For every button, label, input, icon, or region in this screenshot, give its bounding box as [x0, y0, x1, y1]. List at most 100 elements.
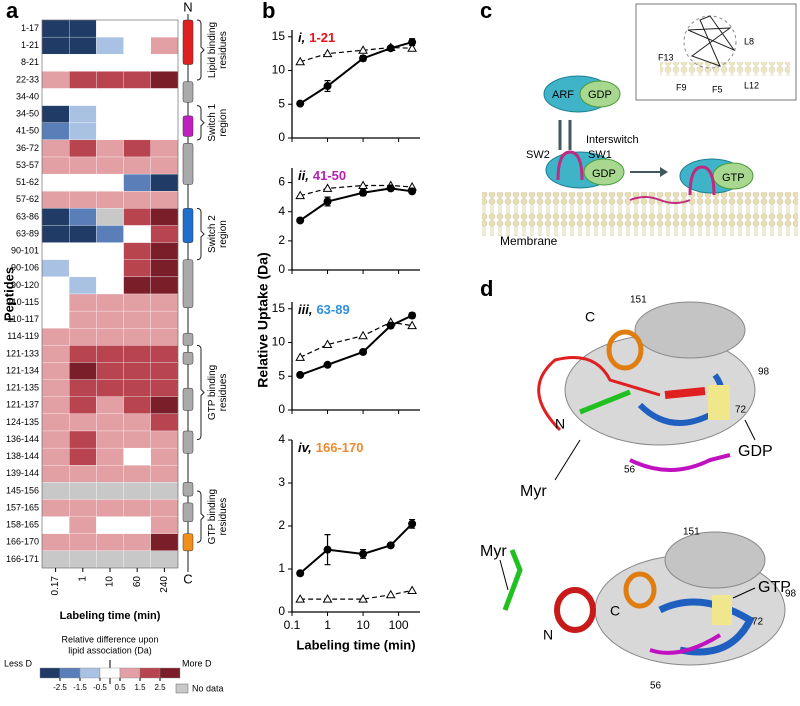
heat-cell — [123, 173, 151, 192]
heat-cell — [69, 516, 97, 534]
y-tick-label: 2 — [278, 518, 285, 532]
y-tick-label: 0 — [278, 402, 285, 416]
heat-cell — [96, 362, 124, 380]
data-point — [408, 519, 417, 528]
chart-peptide: 63-89 — [316, 302, 349, 317]
row-label: 110-117 — [7, 314, 39, 324]
heat-cell — [96, 259, 124, 278]
x-tick-label: 0.1 — [284, 618, 301, 632]
terminus: C — [585, 309, 595, 325]
heat-cell — [41, 310, 70, 329]
heat-cell — [150, 71, 179, 89]
data-point — [358, 594, 368, 603]
heat-cell — [69, 173, 97, 192]
row-label: 57-62 — [16, 194, 39, 204]
x-tick-label: 0.17 — [50, 576, 61, 596]
heat-cell — [69, 293, 97, 312]
structure-element — [182, 81, 194, 103]
legend-swatch — [119, 667, 141, 679]
heat-cell — [69, 413, 97, 432]
data-point — [358, 180, 368, 189]
heat-cell — [96, 139, 124, 158]
heat-cell — [41, 225, 70, 243]
residue-number: 56 — [624, 465, 636, 476]
row-label: 110-115 — [7, 297, 39, 307]
heat-cell — [69, 550, 97, 569]
legend-tick-label: 2.5 — [154, 683, 166, 692]
heat-cell — [69, 482, 97, 500]
helix — [629, 196, 691, 204]
heat-cell — [69, 71, 97, 89]
inset-box — [635, 3, 797, 101]
heat-cell — [69, 225, 97, 243]
data-point — [359, 347, 368, 356]
data-point — [295, 352, 306, 361]
heat-cell — [69, 430, 97, 449]
myr-chain — [579, 389, 631, 415]
x-tick-label: 1 — [324, 618, 331, 632]
heat-cell — [69, 276, 97, 295]
row-label: 90-120 — [11, 280, 39, 290]
heat-cell — [69, 88, 97, 106]
switch1 — [649, 633, 722, 655]
heat-cell — [96, 310, 124, 329]
chart-peptide: 166-170 — [316, 440, 364, 455]
data-point — [407, 585, 417, 594]
heat-cell — [96, 396, 124, 415]
annotation-line: region — [218, 109, 229, 137]
panel-label: a — [6, 0, 19, 23]
switch1 — [629, 453, 731, 472]
y-tick-label: 3 — [278, 475, 285, 489]
axis — [291, 302, 420, 411]
heat-cell — [41, 259, 70, 278]
legend-swatch — [99, 667, 121, 679]
heat-cell — [96, 54, 124, 72]
sw2-label: SW2 — [526, 149, 550, 161]
heat-cell — [150, 413, 179, 432]
data-point — [359, 54, 368, 63]
heat-cell — [41, 379, 70, 397]
heat-cell — [96, 36, 124, 55]
residue-number: 98 — [758, 367, 770, 378]
series-line — [299, 321, 413, 358]
heat-cell — [150, 396, 179, 415]
heat-cell — [150, 293, 179, 312]
chart-peptide: 41-50 — [313, 168, 346, 183]
chart-numeral: ii, — [298, 168, 309, 183]
data-point — [386, 541, 395, 550]
diagram-c — [482, 3, 798, 236]
arrowhead — [660, 167, 668, 177]
inset-membrane — [660, 62, 790, 76]
y-tick-label: 0 — [278, 130, 285, 144]
heat-cell — [69, 54, 97, 72]
heat-cell — [41, 191, 70, 209]
data-point — [295, 190, 306, 200]
annotation-line: Switch 1 — [207, 103, 218, 141]
row-label: 8-21 — [21, 57, 39, 67]
heat-cell — [123, 293, 151, 312]
heat-cell — [96, 499, 124, 517]
heat-cell — [150, 362, 179, 380]
chart-title: iv, 166-170 — [298, 440, 363, 455]
arf-label: ARF — [552, 89, 574, 101]
c-terminus: C — [183, 571, 192, 586]
heat-cell — [123, 139, 151, 158]
heat-cell — [150, 516, 179, 534]
heat-cell — [69, 396, 97, 415]
row-label: 90-101 — [11, 246, 39, 256]
helix-orange — [623, 571, 657, 609]
region-annotation: Switch 2region — [207, 215, 229, 253]
y-tick-label: 10 — [272, 335, 286, 349]
y-tick-label: 0 — [278, 262, 285, 276]
row-label: 63-89 — [16, 228, 39, 238]
data-point — [322, 339, 333, 349]
gdp-blob — [583, 158, 625, 186]
chart-numeral: iii, — [298, 302, 312, 317]
heat-cell — [96, 379, 124, 397]
data-point — [407, 320, 417, 330]
data-point — [323, 360, 332, 369]
row-label: 121-134 — [6, 365, 39, 375]
heat-cell — [41, 362, 70, 380]
heat-cell — [96, 328, 124, 346]
myr-chain — [502, 549, 523, 611]
